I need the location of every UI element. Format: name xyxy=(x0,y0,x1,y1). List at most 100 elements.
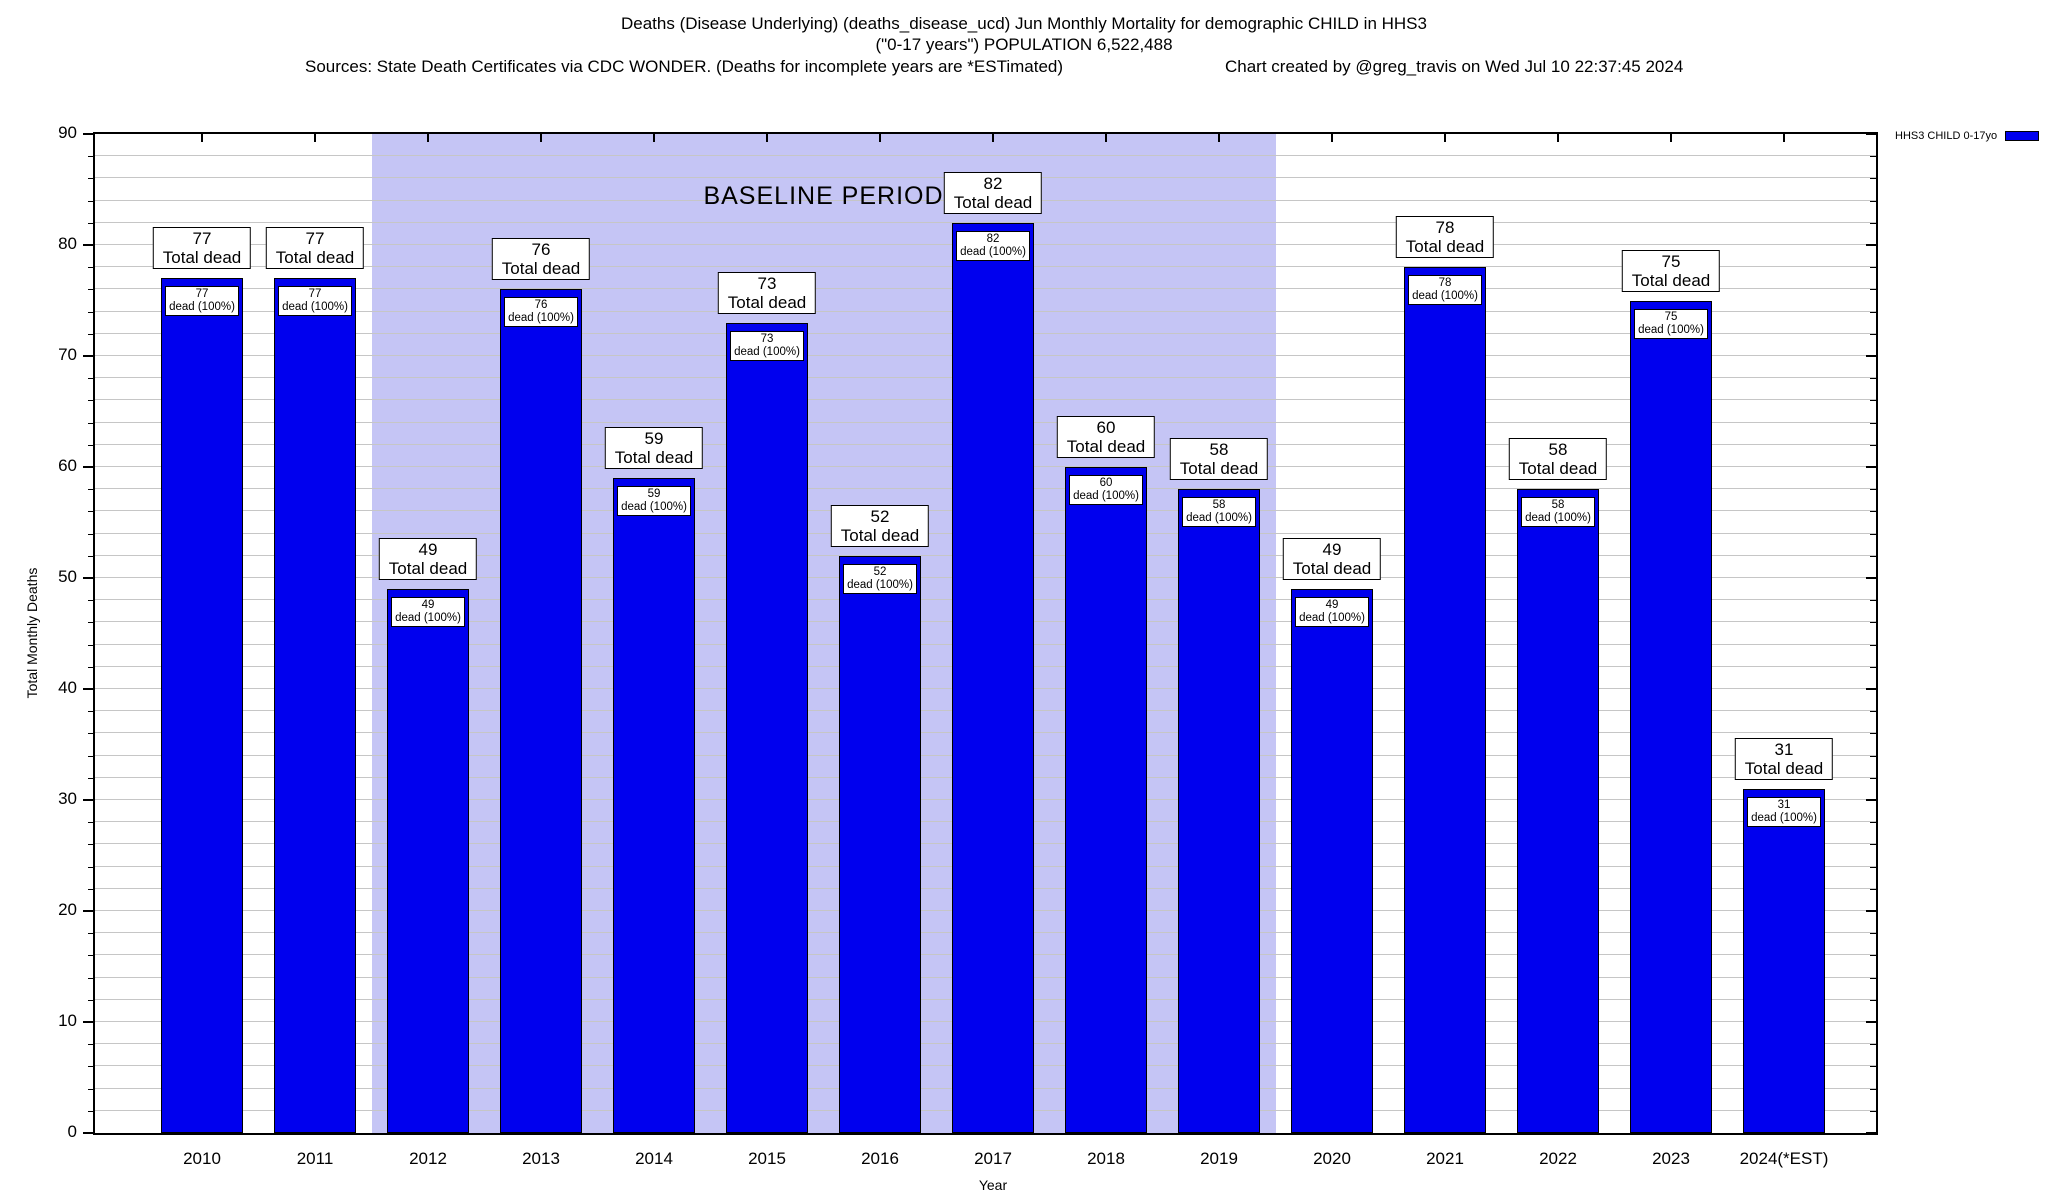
y-minor-tick-right xyxy=(1870,711,1876,713)
y-minor-tick xyxy=(88,777,93,779)
bar-inner-value: 49 xyxy=(1325,599,1339,612)
bar-total-text: Total dead xyxy=(275,248,355,268)
bar-inner-text: dead (100%) xyxy=(508,312,574,325)
bar-inner-text: dead (100%) xyxy=(1525,512,1591,525)
bar-inner-text: dead (100%) xyxy=(282,301,348,314)
x-top-tick xyxy=(1105,134,1107,142)
y-minor-tick xyxy=(88,999,93,1001)
y-tick-label: 40 xyxy=(58,678,77,697)
y-major-tick xyxy=(83,355,93,357)
bar-total-label: 77 Total dead xyxy=(152,227,252,270)
bar-inner-value: 60 xyxy=(1099,477,1113,489)
bar-total-text: Total dead xyxy=(388,559,468,579)
y-minor-tick-right xyxy=(1870,200,1876,202)
legend: HHS3 CHILD 0-17yo xyxy=(1895,130,2040,142)
bar-inner-value: 76 xyxy=(534,299,548,312)
bar-2016: 52 dead (100%) xyxy=(839,555,921,1133)
bar-inner-text: dead (100%) xyxy=(1073,490,1139,502)
x-top-tick xyxy=(314,134,316,142)
y-minor-tick xyxy=(88,311,93,313)
y-major-tick-right xyxy=(1866,910,1876,912)
y-tick-label: 50 xyxy=(58,567,77,586)
bar-2017: 82 dead (100%) xyxy=(952,222,1034,1133)
y-minor-tick xyxy=(88,555,93,557)
bar-2013: 76 dead (100%) xyxy=(500,289,582,1133)
bar-inner-label: 49 dead (100%) xyxy=(1295,597,1369,628)
y-minor-tick-right xyxy=(1870,400,1876,402)
bar-inner-label: 73 dead (100%) xyxy=(730,330,804,361)
bar-2011: 77 dead (100%) xyxy=(274,278,356,1133)
bar-total-value: 49 xyxy=(1322,540,1342,560)
bar-total-text: Total dead xyxy=(1066,437,1146,456)
bar-inner-value: 58 xyxy=(1212,499,1226,512)
y-minor-tick-right xyxy=(1870,1066,1876,1068)
x-top-tick xyxy=(1218,134,1220,142)
legend-label: HHS3 CHILD 0-17yo xyxy=(1895,130,1998,142)
bar-2021: 78 dead (100%) xyxy=(1404,267,1486,1133)
bar-total-label: 75 Total dead xyxy=(1621,249,1721,292)
bar-total-label: 49 Total dead xyxy=(378,538,478,581)
bar-2018: 60 dead (100%) xyxy=(1065,467,1147,1133)
y-minor-tick-right xyxy=(1870,555,1876,557)
x-tick-label: 2017 xyxy=(974,1149,1012,1168)
plot-inner: BASELINE PERIOD 0 10 20 30 40 50 60 70 80 90 77 dea… xyxy=(58,123,1876,1193)
bar-total-text: Total dead xyxy=(501,259,581,279)
y-major-tick-right xyxy=(1866,466,1876,468)
bar-inner-label: 60 dead (100%) xyxy=(1069,475,1143,505)
x-top-tick xyxy=(879,134,881,142)
y-major-tick-right xyxy=(1866,355,1876,357)
y-minor-tick xyxy=(88,844,93,846)
y-minor-tick-right xyxy=(1870,422,1876,424)
bar-total-value: 52 xyxy=(870,506,890,526)
bar-2020: 49 dead (100%) xyxy=(1291,589,1373,1133)
bar-inner-label: 75 dead (100%) xyxy=(1634,308,1708,339)
chart-subtitle: ("0-17 years") POPULATION 6,522,488 xyxy=(875,35,1173,54)
y-major-tick xyxy=(83,466,93,468)
y-minor-tick xyxy=(88,1110,93,1112)
plot-area: BASELINE PERIOD 0 10 20 30 40 50 60 70 80 90 77 dea… xyxy=(58,123,1878,1193)
bar-2014: 59 dead (100%) xyxy=(613,478,695,1133)
bar-total-value: 82 xyxy=(983,173,1003,193)
bar-2019: 58 dead (100%) xyxy=(1178,489,1260,1133)
bar-inner-label: 76 dead (100%) xyxy=(504,297,578,328)
y-minor-tick xyxy=(88,444,93,446)
y-major-tick-right xyxy=(1866,133,1876,135)
bar-2024(*EST): 31 dead (100%) xyxy=(1743,788,1825,1133)
bar-inner-text: dead (100%) xyxy=(395,612,461,625)
x-axis-title: Year xyxy=(978,1177,1008,1193)
x-top-tick xyxy=(766,134,768,142)
gridline xyxy=(95,221,1876,223)
bar-inner-value: 31 xyxy=(1777,798,1791,811)
bar-total-value: 73 xyxy=(757,273,777,293)
bar-2022: 58 dead (100%) xyxy=(1517,489,1599,1133)
credit-note: Chart created by @greg_travis on Wed Jul… xyxy=(1225,57,1684,76)
bar-2015: 73 dead (100%) xyxy=(726,322,808,1133)
bar-total-label: 31 Total dead xyxy=(1734,737,1834,780)
bar-total-value: 58 xyxy=(1548,440,1568,460)
y-tick-label: 80 xyxy=(58,234,77,253)
y-minor-tick-right xyxy=(1870,866,1876,868)
bar-2012: 49 dead (100%) xyxy=(387,589,469,1133)
bar-inner-label: 59 dead (100%) xyxy=(617,486,691,517)
y-minor-tick-right xyxy=(1870,311,1876,313)
bar-total-text: Total dead xyxy=(1518,459,1598,479)
bar-inner-text: dead (100%) xyxy=(1412,290,1478,303)
y-minor-tick-right xyxy=(1870,955,1876,957)
bar-total-text: Total dead xyxy=(614,448,694,468)
x-top-tick xyxy=(1331,134,1333,142)
baseline-period-caption: BASELINE PERIOD xyxy=(703,182,944,210)
y-minor-tick-right xyxy=(1870,378,1876,380)
y-minor-tick xyxy=(88,955,93,957)
y-minor-tick xyxy=(88,1088,93,1090)
y-minor-tick xyxy=(88,1066,93,1068)
x-top-tick xyxy=(1783,134,1785,142)
y-major-tick-right xyxy=(1866,1132,1876,1134)
y-minor-tick xyxy=(88,822,93,824)
y-minor-tick-right xyxy=(1870,533,1876,535)
bar-inner-label: 77 dead (100%) xyxy=(278,286,352,317)
y-tick-label: 10 xyxy=(58,1011,77,1030)
y-minor-tick xyxy=(88,378,93,380)
bar-total-text: Total dead xyxy=(1179,459,1259,479)
y-minor-tick xyxy=(88,866,93,868)
x-tick-label: 2023 xyxy=(1652,1149,1690,1168)
